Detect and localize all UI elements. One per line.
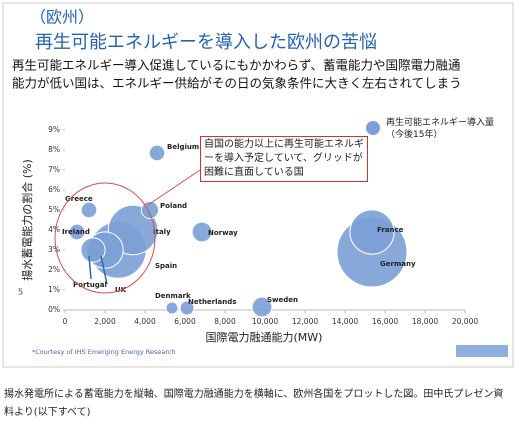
decoration (456, 345, 508, 357)
y-axis-label: 揚水蓄電能力の割合 (%) (20, 159, 34, 281)
x-tick-label: 10,000 (252, 317, 278, 326)
point-label: Germany (380, 260, 416, 268)
bubble (68, 223, 86, 241)
point-label: Spain (155, 262, 177, 270)
y-tick-label: 8% (48, 145, 60, 154)
legend-marker (366, 121, 380, 135)
legend-label: 再生可能エネルギー導入量（今後15年） (386, 118, 495, 140)
x-tick-label: 20,000 (452, 317, 478, 326)
y-tick-label: 3% (48, 245, 60, 254)
point-label: Norway (208, 229, 238, 237)
subtitle: 能力が低い国は、エネルギー供給がその日の気象条件に大きく左右されてしまう (12, 76, 462, 91)
bubble (148, 144, 166, 162)
point-label: France (377, 226, 404, 234)
bubble (80, 237, 106, 263)
y-tick-label: 5% (48, 205, 60, 214)
x-tick-label: 12,000 (292, 317, 318, 326)
caption: 揚水発電所による蓄電能力を縦軸、国際電力融通能力を横軸に、欧州各国をプロットした… (4, 389, 504, 418)
label-arrow (100, 255, 108, 285)
highlight-ring (54, 182, 156, 294)
x-tick-label: 14,000 (332, 317, 358, 326)
point-label: Poland (160, 202, 187, 210)
page-marker: 5 (18, 288, 23, 297)
x-tick-label: 18,000 (412, 317, 438, 326)
point-label: Denmark (155, 292, 191, 300)
x-tick-label: 6,000 (174, 317, 196, 326)
bubble (165, 301, 179, 315)
label-arrow (88, 255, 92, 280)
annotation-leader (147, 169, 201, 206)
point-label: Portugal (73, 281, 107, 289)
bubble (349, 209, 395, 255)
point-label: Greece (65, 195, 93, 203)
point-label: Netherlands (188, 298, 236, 306)
region: （欧州） (30, 8, 94, 27)
x-tick-label: 16,000 (372, 317, 398, 326)
y-tick-label: 4% (48, 225, 60, 234)
y-tick-label: 1% (48, 285, 60, 294)
x-tick-label: 8,000 (214, 317, 236, 326)
bubble (179, 300, 195, 316)
bubble (251, 296, 273, 318)
x-tick-label: 2,000 (94, 317, 116, 326)
y-tick-label: 2% (48, 265, 60, 274)
subtitle: 再生可能エネルギー導入促進しているにもかかわらず、蓄電能力や国際電力融通 (12, 58, 461, 73)
point-label: Ireland (62, 228, 90, 236)
y-tick-label: 7% (48, 165, 60, 174)
bubble (80, 201, 98, 219)
y-tick-label: 6% (48, 185, 60, 194)
x-tick-label: 4,000 (134, 317, 156, 326)
x-tick-label: 0 (63, 317, 68, 326)
point-label: Sweden (267, 296, 298, 304)
x-axis-label: 国際電力融通能力(MW) (206, 330, 323, 344)
annotation: 自国の能力以上に再生可能エネルギーを導入予定していて、グリッドが困難に直面してい… (200, 136, 368, 182)
y-tick-label: 0% (48, 305, 60, 314)
title: 再生可能エネルギーを導入した欧州の苦悩 (35, 32, 377, 53)
point-label: Italy (153, 228, 171, 236)
y-tick-label: 9% (48, 125, 60, 134)
bubble (191, 221, 213, 243)
source: *Courtesy of IHS Emerging Energy Researc… (32, 348, 176, 356)
point-label: Belgium (167, 143, 199, 151)
